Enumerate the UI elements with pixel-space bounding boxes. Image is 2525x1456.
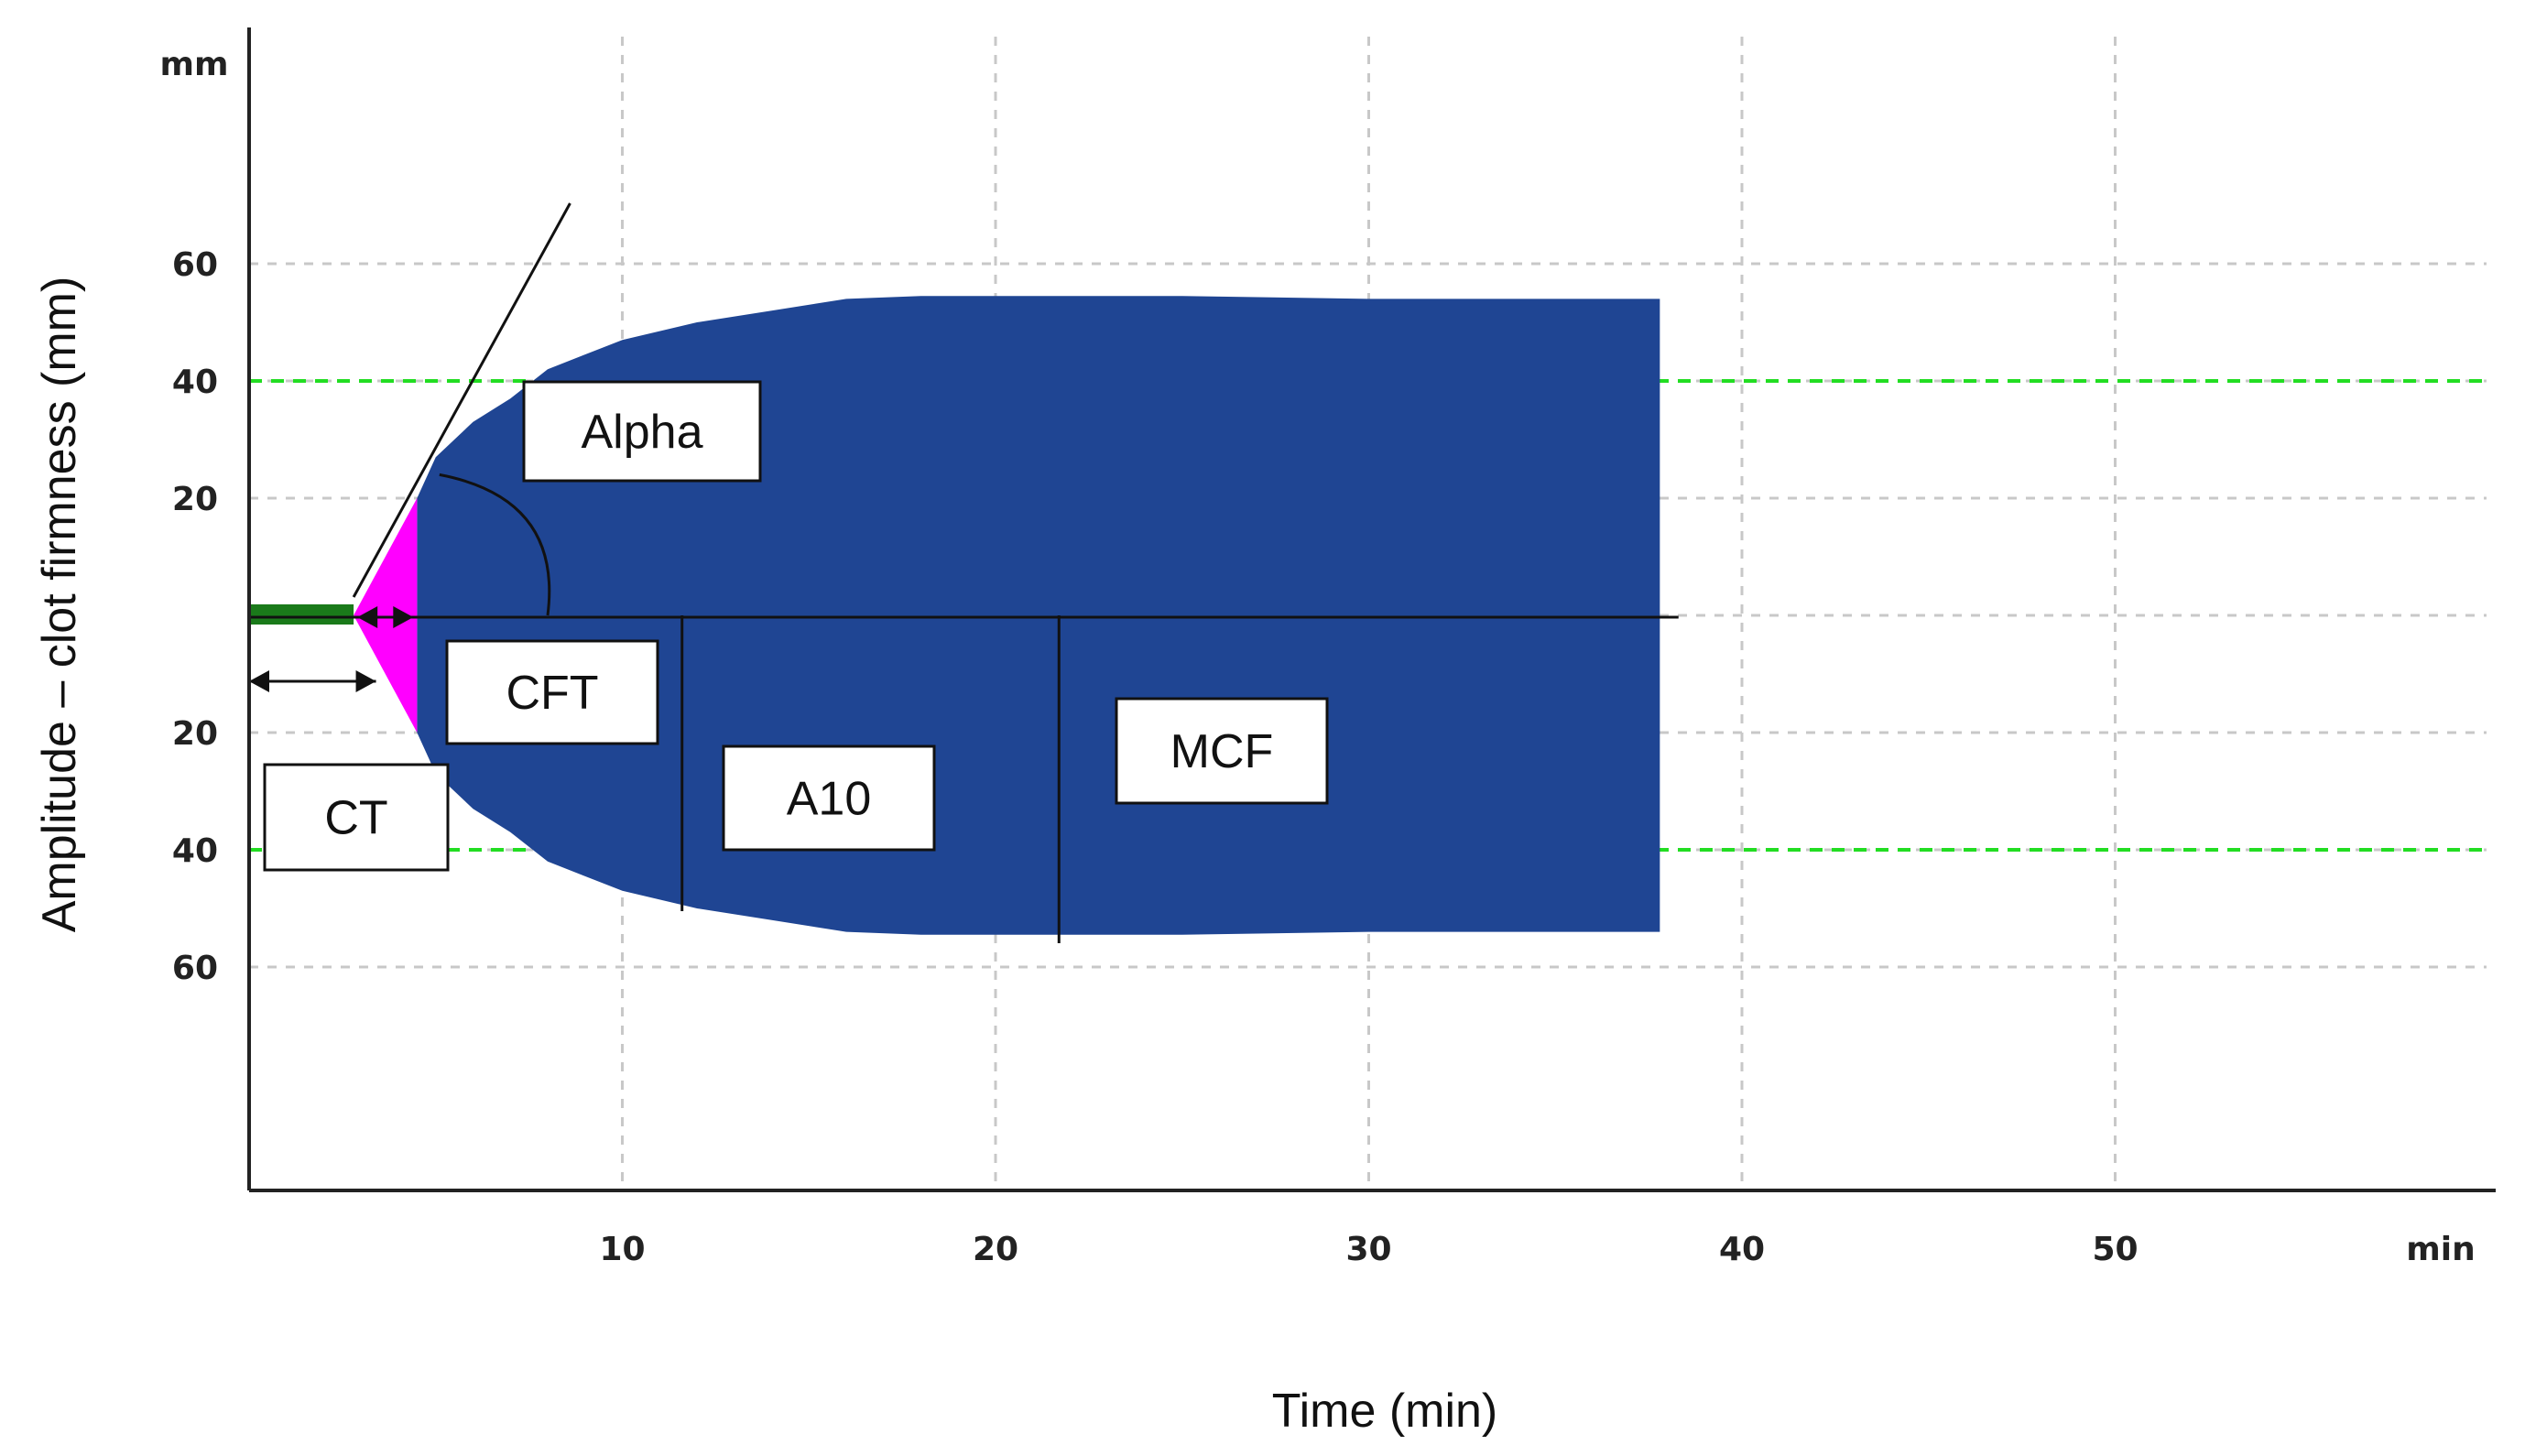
tick-labels: 10 20 30 40 50 60 40 20 20 40 60 — [172, 246, 2139, 1268]
cft-box: CFT — [445, 639, 659, 745]
cft-arrow-head-left — [357, 606, 378, 628]
cft-arrow-head-right — [393, 606, 414, 628]
x-unit-label: min — [2406, 1231, 2475, 1268]
mcf-label: MCF — [1170, 725, 1274, 778]
annotation-boxes: Alpha CFT CT A10 MCF — [263, 380, 1329, 872]
y-tick-label: 40 — [172, 832, 218, 870]
a10-box-frame — [722, 744, 936, 852]
x-tick-label: 10 — [599, 1231, 645, 1268]
clot-initiation-area — [354, 498, 418, 733]
x-tick-label: 30 — [1345, 1231, 1391, 1268]
pre-clot-baseline — [249, 604, 354, 625]
alpha-label: Alpha — [582, 406, 703, 459]
annotation-marks — [247, 202, 1679, 943]
x-axis-title: Time (min) — [1272, 1385, 1498, 1438]
alpha-box-frame — [522, 380, 762, 483]
y-tick-label: 60 — [172, 950, 218, 987]
ct-arrow-head-left — [249, 670, 269, 692]
y-tick-label: 60 — [172, 246, 218, 284]
ct-box: CT — [263, 763, 450, 872]
alpha-tangent-line — [352, 202, 571, 598]
x-tick-label: 40 — [1719, 1231, 1765, 1268]
ct-box-frame — [263, 763, 450, 872]
cft-label: CFT — [506, 667, 598, 720]
y-tick-label: 20 — [172, 715, 218, 753]
y-tick-label: 20 — [172, 481, 218, 518]
a10-box: A10 — [722, 744, 936, 852]
alpha-angle-arc — [439, 473, 551, 616]
y-tick-label: 40 — [172, 364, 218, 401]
cft-box-frame — [445, 639, 659, 745]
y-axis-title: Amplitude – clot firmness (mm) — [33, 277, 86, 933]
ct-label: CT — [324, 792, 387, 845]
mcf-box: MCF — [1115, 697, 1329, 805]
y-unit-label: mm — [159, 46, 228, 83]
ct-arrow-head-right — [355, 670, 376, 692]
alpha-box: Alpha — [522, 380, 762, 483]
axes — [247, 27, 2496, 1192]
mcf-box-frame — [1115, 697, 1329, 805]
x-tick-label: 20 — [973, 1231, 1018, 1268]
x-tick-label: 50 — [2092, 1231, 2138, 1268]
a10-label: A10 — [787, 773, 872, 826]
